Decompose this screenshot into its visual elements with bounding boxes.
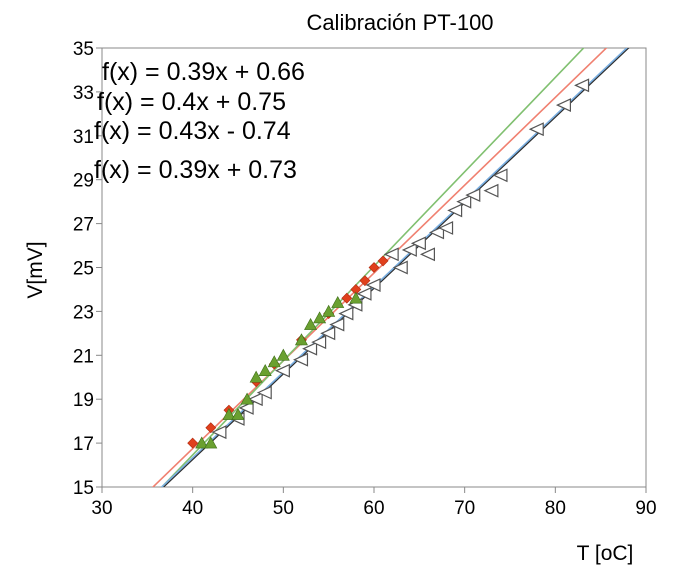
data-point: [356, 286, 372, 301]
data-points: [187, 78, 590, 449]
data-point: [276, 348, 290, 361]
data-point: [267, 355, 281, 368]
x-tick-label: 80: [545, 498, 566, 519]
data-point: [205, 422, 217, 434]
data-point: [377, 255, 389, 267]
data-point: [447, 203, 463, 218]
y-tick-label: 25: [73, 259, 94, 280]
y-tick-label: 23: [73, 302, 94, 323]
x-tick-label: 40: [182, 498, 203, 519]
y-tick-label: 15: [73, 478, 94, 499]
y-tick-label: 29: [73, 171, 94, 192]
y-tick-label: 33: [73, 83, 94, 104]
data-point: [304, 317, 318, 330]
data-point: [338, 306, 354, 321]
data-point: [438, 221, 454, 235]
data-point: [322, 304, 336, 317]
data-point: [456, 194, 472, 209]
data-point: [492, 168, 508, 183]
data-point: [349, 291, 363, 304]
x-tick-label: 30: [91, 498, 112, 519]
x-tick-label: 60: [363, 498, 384, 519]
y-tick-label: 35: [73, 39, 94, 60]
data-point: [528, 122, 544, 137]
data-point: [368, 262, 380, 273]
y-axis-label: V[mV]: [24, 241, 47, 298]
x-axis-label: T [oC]: [577, 542, 634, 565]
trendline-equation: f(x) = 0.39x + 0.66: [102, 58, 305, 86]
data-point: [294, 333, 308, 346]
data-point: [483, 183, 499, 198]
data-point: [429, 225, 445, 240]
data-point: [401, 243, 417, 257]
chart-title: Calibración PT-100: [306, 10, 493, 35]
data-point: [249, 370, 263, 383]
trendline-equations: f(x) = 0.39x + 0.66f(x) = 0.4x + 0.75f(x…: [94, 58, 305, 184]
data-point: [465, 188, 481, 203]
x-tick-label: 50: [273, 498, 294, 519]
data-point: [222, 407, 236, 420]
data-point: [247, 392, 263, 407]
data-point: [311, 335, 327, 350]
data-point: [195, 436, 209, 449]
data-point: [256, 385, 272, 400]
data-point: [313, 311, 327, 324]
axis-ticks: [96, 47, 647, 493]
y-tick-label: 31: [73, 127, 94, 148]
data-point: [341, 292, 353, 304]
data-point: [204, 436, 218, 449]
data-point: [302, 341, 318, 356]
data-point: [383, 247, 399, 262]
data-point: [329, 317, 345, 332]
data-point: [240, 392, 254, 405]
data-point: [574, 78, 590, 93]
data-point: [238, 401, 254, 415]
data-point: [365, 278, 381, 292]
y-tick-label: 17: [73, 434, 94, 455]
x-tick-labels: 30 40 50 60 70 80 90: [91, 498, 656, 519]
y-tick-labels: 15 17 19 21 23 25 27 29 31 33 35: [73, 39, 94, 499]
x-tick-label: 90: [635, 498, 656, 519]
data-point: [359, 275, 371, 287]
data-point: [555, 98, 572, 113]
data-point: [392, 260, 408, 275]
data-point: [331, 295, 345, 308]
x-tick-label: 70: [454, 498, 475, 519]
data-point: [410, 236, 426, 251]
y-tick-label: 27: [73, 215, 94, 236]
trendline-equation: f(x) = 0.43x - 0.74: [94, 117, 291, 145]
data-point: [274, 363, 290, 378]
trendline-equation: f(x) = 0.39x + 0.73: [94, 156, 297, 184]
data-point: [211, 425, 227, 440]
y-tick-label: 19: [73, 390, 94, 411]
data-point: [258, 364, 272, 376]
data-point: [419, 247, 435, 262]
data-point: [187, 437, 199, 449]
data-point: [293, 352, 309, 367]
data-point: [231, 407, 245, 420]
data-point: [320, 326, 336, 341]
y-tick-label: 21: [73, 346, 94, 367]
trendline: [151, 48, 608, 487]
trendline-equation: f(x) = 0.4x + 0.75: [97, 88, 286, 116]
plot-area: [96, 47, 647, 493]
